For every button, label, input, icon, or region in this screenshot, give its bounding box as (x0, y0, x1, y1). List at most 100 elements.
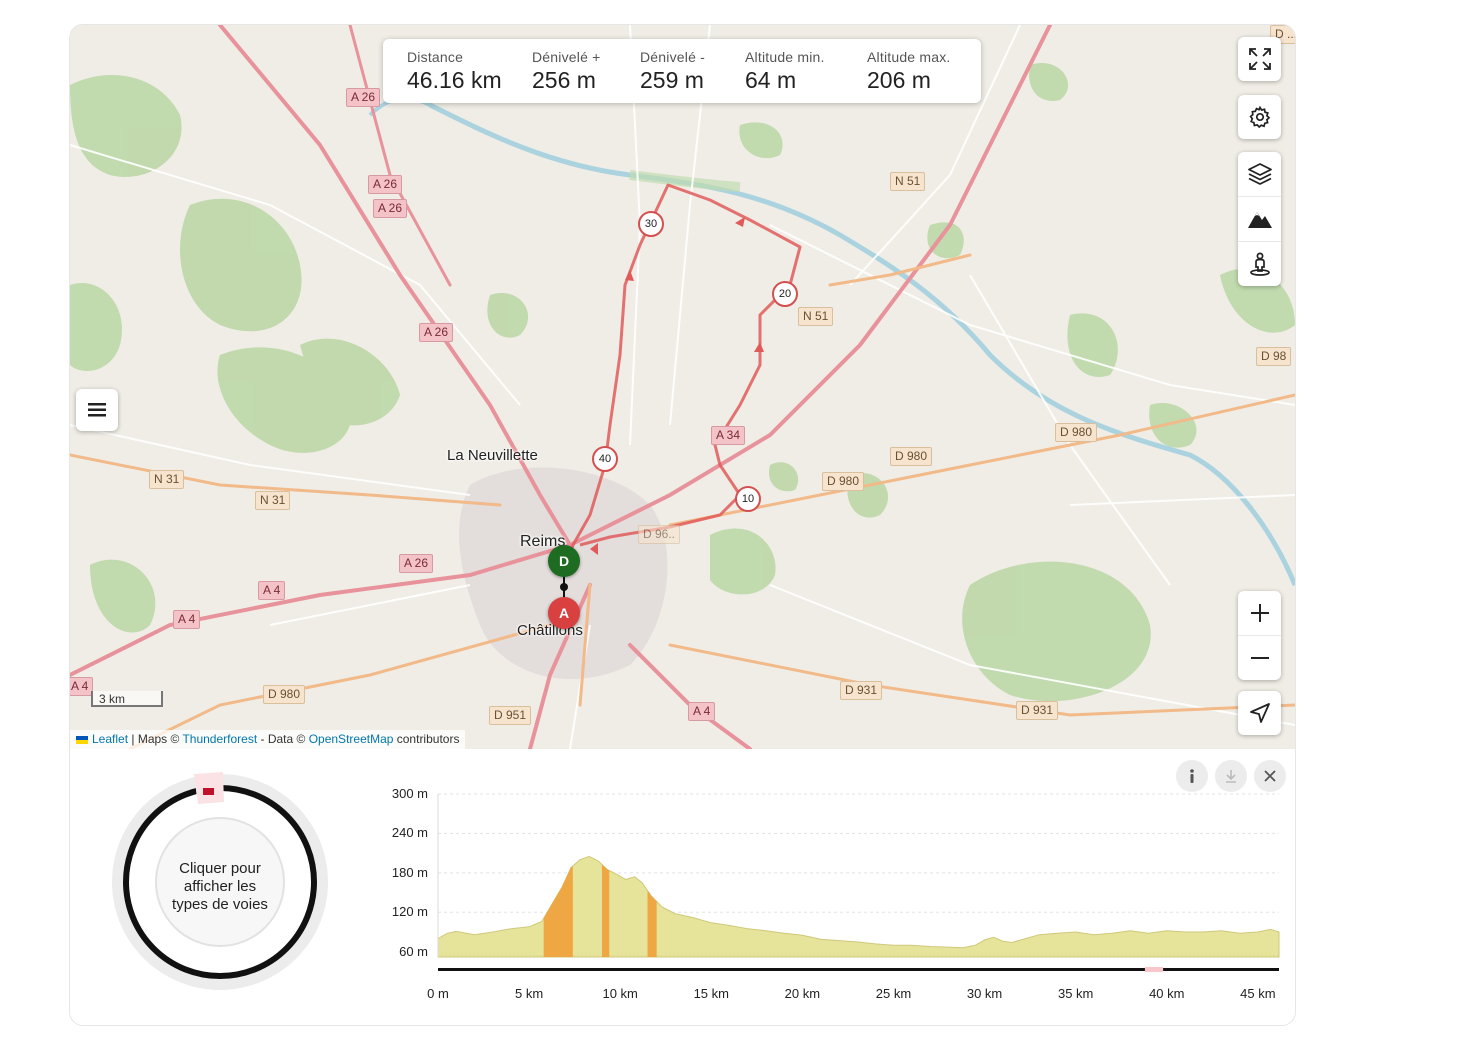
road-shield: D 980 (263, 685, 306, 704)
road-shield: D 96.. (638, 525, 681, 544)
road-shield: A 4 (688, 702, 716, 721)
map-attribution: Leaflet | Maps © Thunderforest - Data © … (70, 730, 466, 749)
x-tick-label: 20 km (784, 986, 821, 1001)
menu-button[interactable] (76, 389, 118, 431)
zoom-out-button[interactable] (1238, 635, 1281, 680)
attribution-text: - Data © (257, 732, 309, 746)
leaflet-link[interactable]: Leaflet (92, 732, 129, 746)
road-shield: A 26 (346, 88, 381, 107)
fullscreen-button[interactable] (1238, 37, 1281, 81)
x-tick-label: 30 km (966, 986, 1003, 1001)
road-shield: A 26 (399, 554, 434, 573)
road-shield: A 4 (70, 677, 94, 696)
fullscreen-control (1238, 37, 1281, 81)
road-shield: D 931 (840, 681, 883, 700)
info-icon (1190, 769, 1194, 783)
road-shield: D 98 (1256, 347, 1292, 366)
x-tick-label: 25 km (875, 986, 912, 1001)
road-shield: N 51 (798, 307, 834, 326)
road-shield: D 980 (822, 472, 865, 491)
y-tick-label: 240 m (391, 825, 428, 841)
end-marker[interactable]: A (548, 597, 580, 629)
road-shield: N 31 (149, 470, 185, 489)
map[interactable]: La Neuvillette Reims Châtillons A 26 A 2… (70, 25, 1295, 749)
y-tick-label: 120 m (391, 904, 428, 920)
road-shield: A 26 (373, 199, 408, 218)
stat-label: Altitude max. (867, 49, 951, 65)
close-button[interactable] (1254, 760, 1286, 792)
road-shield: D 931 (1016, 701, 1059, 720)
relief-button[interactable] (1238, 196, 1281, 241)
locate-control (1238, 691, 1281, 735)
plus-icon (1250, 604, 1269, 622)
km-marker[interactable]: 20 (772, 281, 798, 307)
settings-control (1238, 95, 1281, 139)
stat-distance: Distance 46.16 km (383, 39, 508, 103)
route-card: La Neuvillette Reims Châtillons A 26 A 2… (69, 24, 1296, 1026)
stat-value: 64 m (745, 67, 797, 93)
road-shield: A 4 (258, 581, 286, 600)
road-shield: D 980 (890, 447, 933, 466)
zoom-in-button[interactable] (1238, 591, 1281, 635)
road-types-hint[interactable]: Cliquer pour afficher les types de voies (172, 860, 268, 913)
thunderforest-link[interactable]: Thunderforest (182, 732, 258, 746)
info-button[interactable] (1176, 760, 1208, 792)
locate-icon (1249, 703, 1270, 723)
street-view-icon (1249, 252, 1270, 276)
road-shield: A 26 (419, 323, 454, 342)
road-shield: N 31 (255, 491, 291, 510)
stat-value: 206 m (867, 67, 931, 93)
stat-value: 259 m (640, 67, 704, 93)
x-tick-label: 40 km (1149, 986, 1185, 1001)
stat-label: Altitude min. (745, 49, 825, 65)
stat-value: 256 m (532, 67, 596, 93)
attribution-text: contributors (393, 732, 460, 746)
road-shield: A 4 (173, 610, 201, 629)
x-tick-label: 10 km (602, 986, 638, 1001)
stat-elevation-loss: Dénivelé - 259 m (616, 39, 721, 103)
stat-label: Dénivelé - (640, 49, 706, 65)
settings-button[interactable] (1238, 95, 1281, 139)
attribution-text: | Maps © (128, 732, 183, 746)
mountain-icon (1247, 212, 1272, 228)
road-shield: A 34 (711, 426, 746, 445)
road-shield: N 51 (890, 172, 926, 191)
stat-altitude-max: Altitude max. 206 m (843, 39, 973, 103)
stats-panel: Distance 46.16 km Dénivelé + 256 m Déniv… (383, 39, 981, 103)
road-shield: D 951 (489, 706, 532, 725)
gear-icon (1248, 105, 1270, 129)
x-tick-label: 5 km (515, 986, 544, 1001)
x-tick-label: 15 km (693, 986, 729, 1001)
road-shield: A 26 (368, 175, 403, 194)
locate-button[interactable] (1238, 691, 1281, 735)
km-marker[interactable]: 30 (638, 211, 664, 237)
stat-value: 46.16 km (407, 67, 502, 93)
street-view-button[interactable] (1238, 241, 1281, 286)
stat-label: Dénivelé + (532, 49, 601, 65)
zoom-control (1238, 591, 1281, 680)
km-marker[interactable]: 10 (735, 486, 761, 512)
y-tick-label: 300 m (391, 786, 428, 801)
start-marker[interactable]: D (548, 545, 580, 577)
close-icon (1264, 770, 1276, 782)
x-tick-label: 0 m (427, 986, 449, 1001)
layers-button[interactable] (1238, 152, 1281, 196)
openstreetmap-link[interactable]: OpenStreetMap (308, 732, 394, 746)
map-tiles[interactable] (70, 25, 1295, 749)
ukraine-flag-icon (76, 735, 88, 744)
road-types-ring[interactable] (90, 752, 350, 1012)
y-tick-label: 60 m (399, 943, 428, 959)
download-button[interactable] (1215, 760, 1247, 792)
place-label: La Neuvillette (447, 447, 538, 464)
stat-altitude-min: Altitude min. 64 m (721, 39, 843, 103)
download-icon (1226, 770, 1236, 783)
layers-control (1238, 152, 1281, 286)
scale-bar: 3 km (91, 691, 163, 707)
minus-icon (1250, 657, 1269, 659)
layers-icon (1247, 163, 1272, 185)
expand-icon (1248, 48, 1271, 70)
place-label: Reims (520, 533, 566, 550)
road-shield: D 980 (1055, 423, 1098, 442)
km-marker[interactable]: 40 (592, 446, 618, 472)
y-tick-label: 180 m (391, 864, 428, 880)
